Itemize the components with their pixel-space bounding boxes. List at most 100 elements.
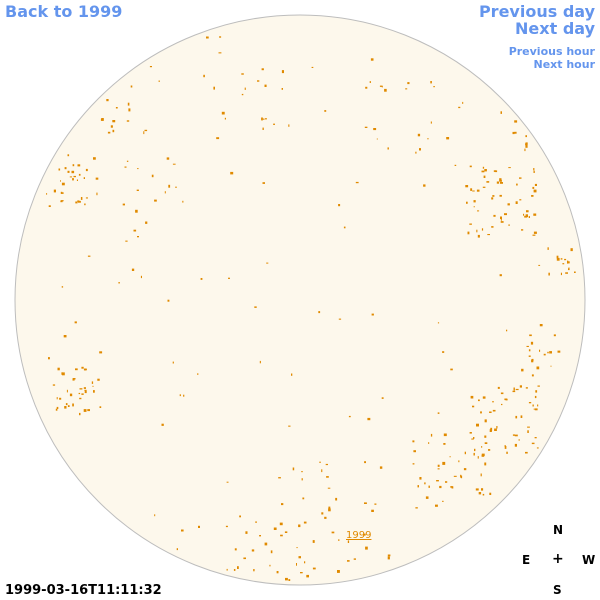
feature-mark <box>492 401 494 403</box>
feature-mark <box>261 68 264 71</box>
feature-mark <box>151 174 154 178</box>
feature-mark <box>264 84 267 87</box>
feature-mark <box>484 442 488 444</box>
feature-mark <box>469 223 472 225</box>
feature-mark <box>453 475 457 477</box>
feature-mark <box>547 247 549 250</box>
feature-mark <box>373 128 377 131</box>
feature-mark <box>473 206 475 208</box>
feature-mark <box>462 101 464 104</box>
feature-mark <box>179 394 181 397</box>
year-link[interactable]: 1999 <box>346 530 372 541</box>
feature-mark <box>500 219 502 221</box>
feature-mark <box>514 434 518 437</box>
feature-mark <box>521 368 524 372</box>
feature-mark <box>436 480 439 482</box>
sun-disk <box>14 14 586 586</box>
feature-mark <box>124 166 127 168</box>
feature-mark <box>525 451 528 454</box>
feature-mark <box>115 107 118 109</box>
feature-mark <box>437 468 440 470</box>
feature-mark <box>525 214 528 218</box>
feature-mark <box>76 179 78 181</box>
feature-mark <box>500 182 503 184</box>
feature-mark <box>331 531 335 534</box>
feature-mark <box>419 148 421 151</box>
previous-hour-link[interactable]: Previous hour <box>508 45 595 58</box>
feature-mark <box>301 471 303 473</box>
compass-south: S <box>553 583 562 597</box>
feature-mark <box>534 183 537 186</box>
feature-mark <box>136 189 139 191</box>
next-day-link[interactable]: Next day <box>515 19 595 38</box>
feature-mark <box>63 335 67 338</box>
feature-mark <box>206 36 209 39</box>
feature-mark <box>57 367 60 371</box>
feature-mark <box>93 157 96 160</box>
feature-mark <box>539 324 543 327</box>
feature-mark <box>506 329 508 332</box>
feature-mark <box>473 437 475 439</box>
feature-mark <box>473 452 475 456</box>
feature-mark <box>59 397 62 400</box>
feature-mark <box>270 550 273 554</box>
previous-day-link[interactable]: Previous day <box>478 2 595 21</box>
feature-mark <box>499 274 502 277</box>
feature-mark <box>533 170 535 173</box>
feature-mark <box>567 261 570 264</box>
feature-mark <box>450 368 453 371</box>
feature-mark <box>477 456 479 459</box>
feature-mark <box>533 189 537 193</box>
feature-mark <box>430 121 432 124</box>
feature-mark <box>568 268 570 271</box>
feature-mark <box>364 502 367 504</box>
feature-mark <box>379 466 383 469</box>
feature-mark <box>494 428 497 431</box>
feature-mark <box>374 503 377 505</box>
feature-mark <box>233 569 236 571</box>
feature-mark <box>512 390 516 393</box>
feature-mark <box>167 299 170 302</box>
feature-mark <box>69 176 73 178</box>
feature-mark <box>56 397 58 400</box>
feature-mark <box>560 258 563 260</box>
feature-mark <box>118 282 120 284</box>
feature-mark <box>412 463 415 465</box>
feature-mark <box>484 462 487 466</box>
feature-mark <box>52 384 56 386</box>
next-hour-link[interactable]: Next hour <box>533 58 596 71</box>
feature-mark <box>106 99 109 102</box>
feature-mark <box>481 454 485 457</box>
feature-mark <box>101 118 104 121</box>
feature-mark <box>298 556 301 559</box>
feature-mark <box>259 360 261 364</box>
feature-mark <box>423 184 426 187</box>
feature-mark <box>570 248 573 252</box>
feature-mark <box>443 443 446 445</box>
feature-mark <box>480 411 482 414</box>
feature-mark <box>263 118 265 120</box>
feature-mark <box>92 385 94 387</box>
feature-mark <box>164 191 166 194</box>
feature-mark <box>514 120 518 123</box>
feature-mark <box>213 86 215 90</box>
feature-mark <box>95 177 99 180</box>
feature-mark <box>413 450 416 453</box>
feature-mark <box>364 461 366 464</box>
feature-mark <box>285 577 288 581</box>
feature-mark <box>501 403 503 406</box>
feature-mark <box>133 229 137 232</box>
feature-mark <box>46 193 48 195</box>
feature-mark <box>525 387 528 389</box>
feature-mark <box>484 169 487 172</box>
feature-mark <box>262 127 264 130</box>
feature-mark <box>489 411 492 413</box>
feature-mark <box>244 87 246 90</box>
feature-mark <box>528 349 531 352</box>
back-to-year-link[interactable]: Back to 1999 <box>5 2 123 21</box>
feature-mark <box>200 278 203 280</box>
feature-mark <box>387 554 391 557</box>
feature-mark <box>379 85 383 87</box>
feature-mark <box>48 357 50 360</box>
